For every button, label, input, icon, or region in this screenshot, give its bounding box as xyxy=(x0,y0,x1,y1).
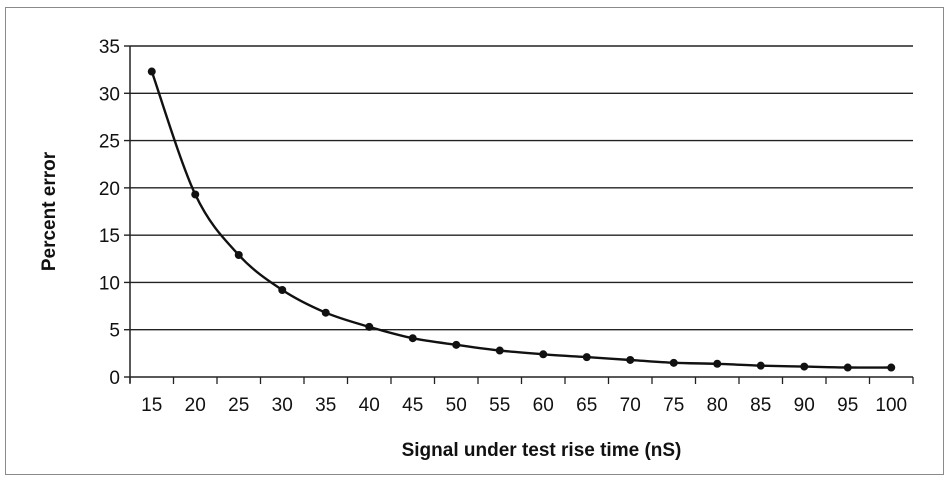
y-tick-label-15: 15 xyxy=(99,226,120,247)
data-point xyxy=(408,334,417,343)
data-point xyxy=(278,285,287,294)
x-tick-label-55: 55 xyxy=(489,395,510,416)
data-point xyxy=(495,346,504,355)
x-axis-title: Signal under test rise time (nS) xyxy=(402,440,682,461)
series-curve-0 xyxy=(150,71,892,369)
x-tick-label-65: 65 xyxy=(576,395,597,416)
x-tick-label-70: 70 xyxy=(620,395,641,416)
data-point xyxy=(756,361,765,370)
data-point xyxy=(234,251,243,260)
y-tick-label-5: 5 xyxy=(109,321,120,342)
chart-frame: 0 5 10 15 20 25 30 35 15 20 25 30 35 40 45 50 55 60 65 70 75… xyxy=(5,7,944,475)
y-tick-label-0: 0 xyxy=(109,368,120,389)
x-tick-label-95: 95 xyxy=(837,395,858,416)
series-line xyxy=(150,71,892,369)
x-tick-label-30: 30 xyxy=(272,395,293,416)
data-point xyxy=(800,362,809,371)
x-tick-label-80: 80 xyxy=(707,395,728,416)
data-point xyxy=(147,67,156,76)
axes xyxy=(124,45,914,384)
y-tick-label-25: 25 xyxy=(99,132,120,153)
data-point xyxy=(539,350,548,359)
data-point xyxy=(191,190,200,199)
y-tick-label-35: 35 xyxy=(99,37,120,58)
data-point xyxy=(887,363,896,372)
x-tick-label-75: 75 xyxy=(663,395,684,416)
x-tick-label-100: 100 xyxy=(875,395,907,416)
grid-lines xyxy=(130,45,913,331)
data-point xyxy=(626,355,635,364)
x-tick-label-15: 15 xyxy=(141,395,162,416)
data-points xyxy=(147,67,896,372)
y-axis-title: Percent error xyxy=(39,151,60,271)
data-point xyxy=(669,358,678,367)
x-tick-label-60: 60 xyxy=(533,395,554,416)
y-tick-label-10: 10 xyxy=(99,273,120,294)
y-tick-label-20: 20 xyxy=(99,179,120,200)
data-point xyxy=(452,340,461,349)
data-point xyxy=(843,363,852,372)
x-tick-label-35: 35 xyxy=(315,395,336,416)
x-tick-label-40: 40 xyxy=(359,395,380,416)
y-tick-label-30: 30 xyxy=(99,84,120,105)
data-point xyxy=(365,322,374,331)
x-tick-label-50: 50 xyxy=(446,395,467,416)
data-point xyxy=(321,308,330,317)
data-point xyxy=(582,353,591,362)
x-tick-label-20: 20 xyxy=(185,395,206,416)
data-point xyxy=(713,359,722,368)
x-tick-label-25: 25 xyxy=(228,395,249,416)
percent-error-chart: 0 5 10 15 20 25 30 35 15 20 25 30 35 40 45 50 55 60 65 70 75… xyxy=(39,37,914,461)
x-tick-label-85: 85 xyxy=(750,395,771,416)
x-tick-label-90: 90 xyxy=(794,395,815,416)
x-tick-label-45: 45 xyxy=(402,395,423,416)
tick-labels: 0 5 10 15 20 25 30 35 15 20 25 30 35 40 45 50 55 60 65 70 75… xyxy=(99,37,907,416)
